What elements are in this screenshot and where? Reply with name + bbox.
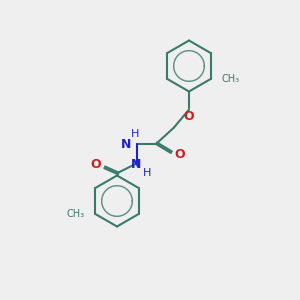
Text: CH₃: CH₃: [66, 209, 84, 219]
Text: O: O: [91, 158, 101, 172]
Text: O: O: [175, 148, 185, 161]
Text: O: O: [183, 110, 194, 123]
Text: CH₃: CH₃: [222, 74, 240, 84]
Text: H: H: [142, 168, 151, 178]
Text: N: N: [131, 158, 142, 171]
Text: N: N: [121, 137, 131, 151]
Text: H: H: [131, 129, 139, 139]
